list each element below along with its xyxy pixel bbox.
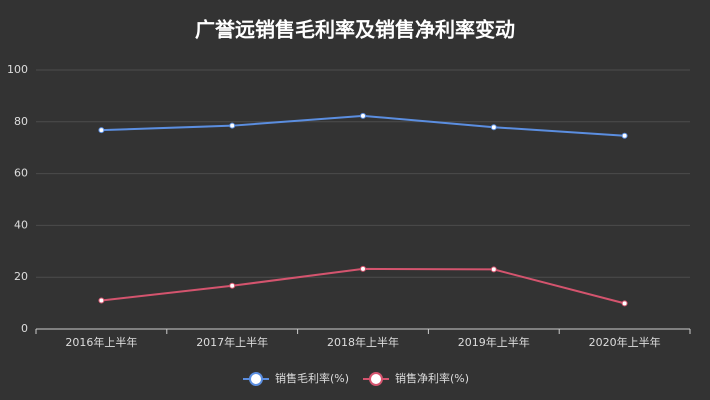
data-point: [229, 282, 236, 289]
x-tick-label: 2016年上半年: [65, 335, 137, 349]
data-point: [490, 266, 497, 273]
y-tick-label: 60: [14, 167, 28, 180]
data-point: [621, 300, 628, 307]
series-line: [101, 267, 625, 305]
x-tick-label: 2017年上半年: [196, 335, 268, 349]
y-tick-label: 80: [14, 115, 28, 128]
y-tick-label: 0: [21, 322, 28, 335]
legend-marker: [369, 372, 383, 386]
data-point: [360, 265, 366, 272]
data-point: [98, 297, 105, 304]
y-tick-label: 100: [7, 63, 28, 76]
x-tick-label: 2020年上半年: [589, 335, 661, 349]
data-point: [229, 122, 236, 129]
y-tick-label: 40: [14, 218, 28, 231]
y-tick-label: 20: [14, 270, 28, 283]
x-tick-label: 2019年上半年: [458, 335, 530, 349]
legend-label: 销售净利率(%): [395, 371, 469, 385]
chart-title: 广誉远销售毛利率及销售净利率变动: [195, 18, 515, 42]
data-point: [490, 124, 497, 131]
legend-marker: [249, 372, 263, 386]
data-point: [621, 132, 628, 139]
data-point: [98, 127, 105, 134]
legend-label: 销售毛利率(%): [275, 371, 349, 385]
data-point: [360, 112, 366, 119]
x-tick-label: 2018年上半年: [327, 335, 399, 349]
